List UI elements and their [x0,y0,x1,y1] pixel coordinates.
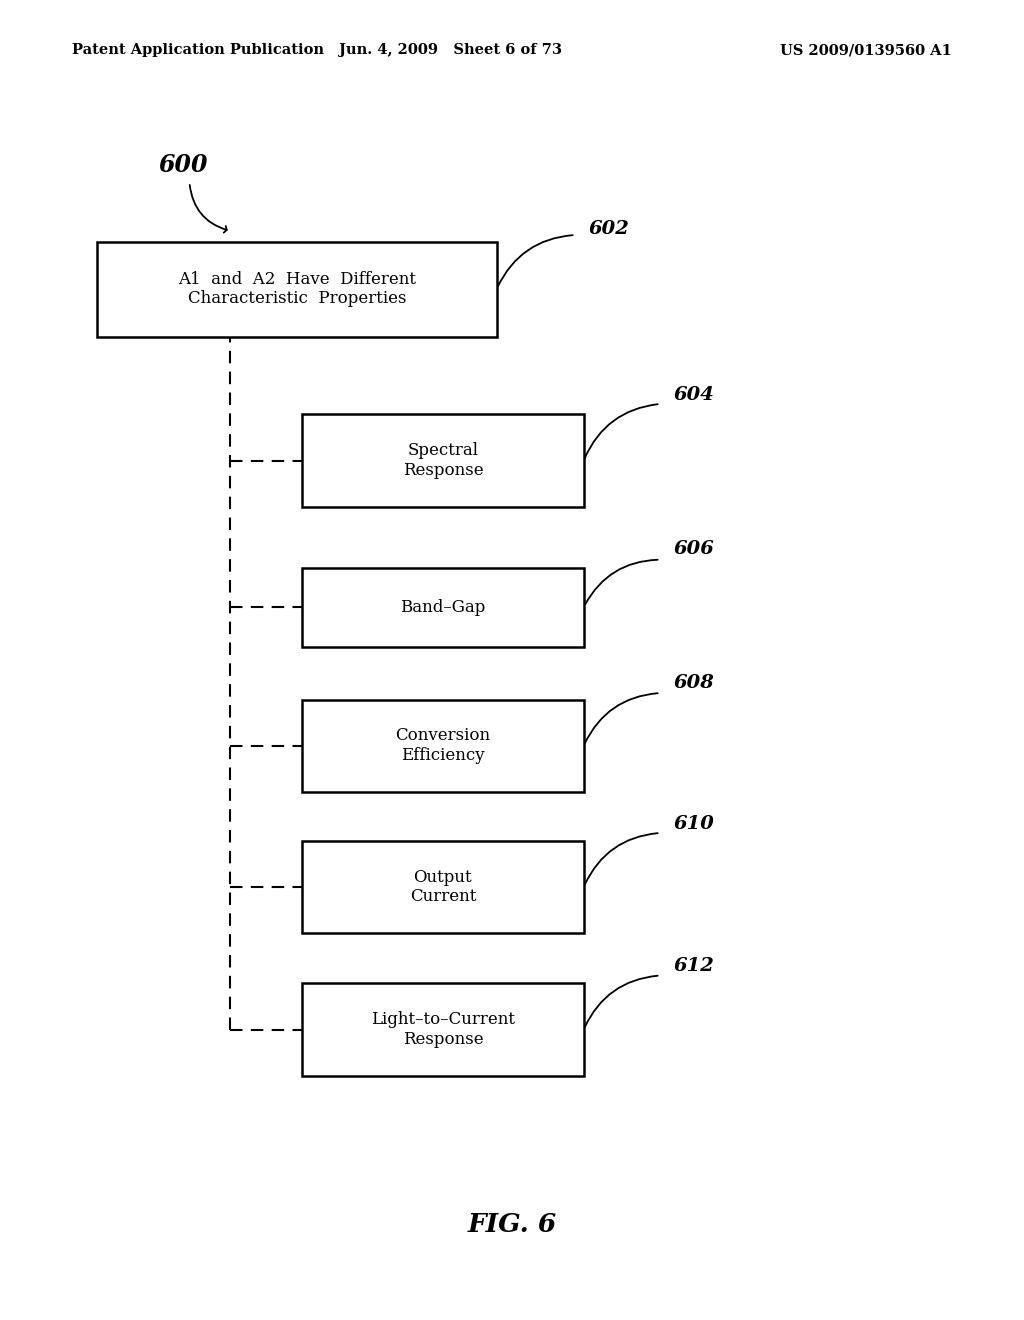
Text: 608: 608 [674,673,715,692]
Text: 604: 604 [674,385,715,404]
Text: Spectral
Response: Spectral Response [402,442,483,479]
Text: 612: 612 [674,957,715,975]
Text: Output
Current: Output Current [410,869,476,906]
Text: Conversion
Efficiency: Conversion Efficiency [395,727,490,764]
FancyBboxPatch shape [302,700,584,792]
Text: A1  and  A2  Have  Different
Characteristic  Properties: A1 and A2 Have Different Characteristic … [178,271,416,308]
FancyBboxPatch shape [97,242,497,337]
Text: FIG. 6: FIG. 6 [467,1213,557,1237]
Text: 606: 606 [674,540,715,558]
FancyBboxPatch shape [302,414,584,507]
FancyBboxPatch shape [302,568,584,647]
Text: 610: 610 [674,814,715,833]
Text: Patent Application Publication: Patent Application Publication [72,44,324,57]
Text: Light–to–Current
Response: Light–to–Current Response [371,1011,515,1048]
FancyBboxPatch shape [302,841,584,933]
FancyBboxPatch shape [302,983,584,1076]
Text: 600: 600 [159,153,208,177]
Text: Band–Gap: Band–Gap [400,599,485,615]
Text: 602: 602 [589,219,630,238]
Text: Jun. 4, 2009   Sheet 6 of 73: Jun. 4, 2009 Sheet 6 of 73 [339,44,562,57]
Text: US 2009/0139560 A1: US 2009/0139560 A1 [780,44,952,57]
